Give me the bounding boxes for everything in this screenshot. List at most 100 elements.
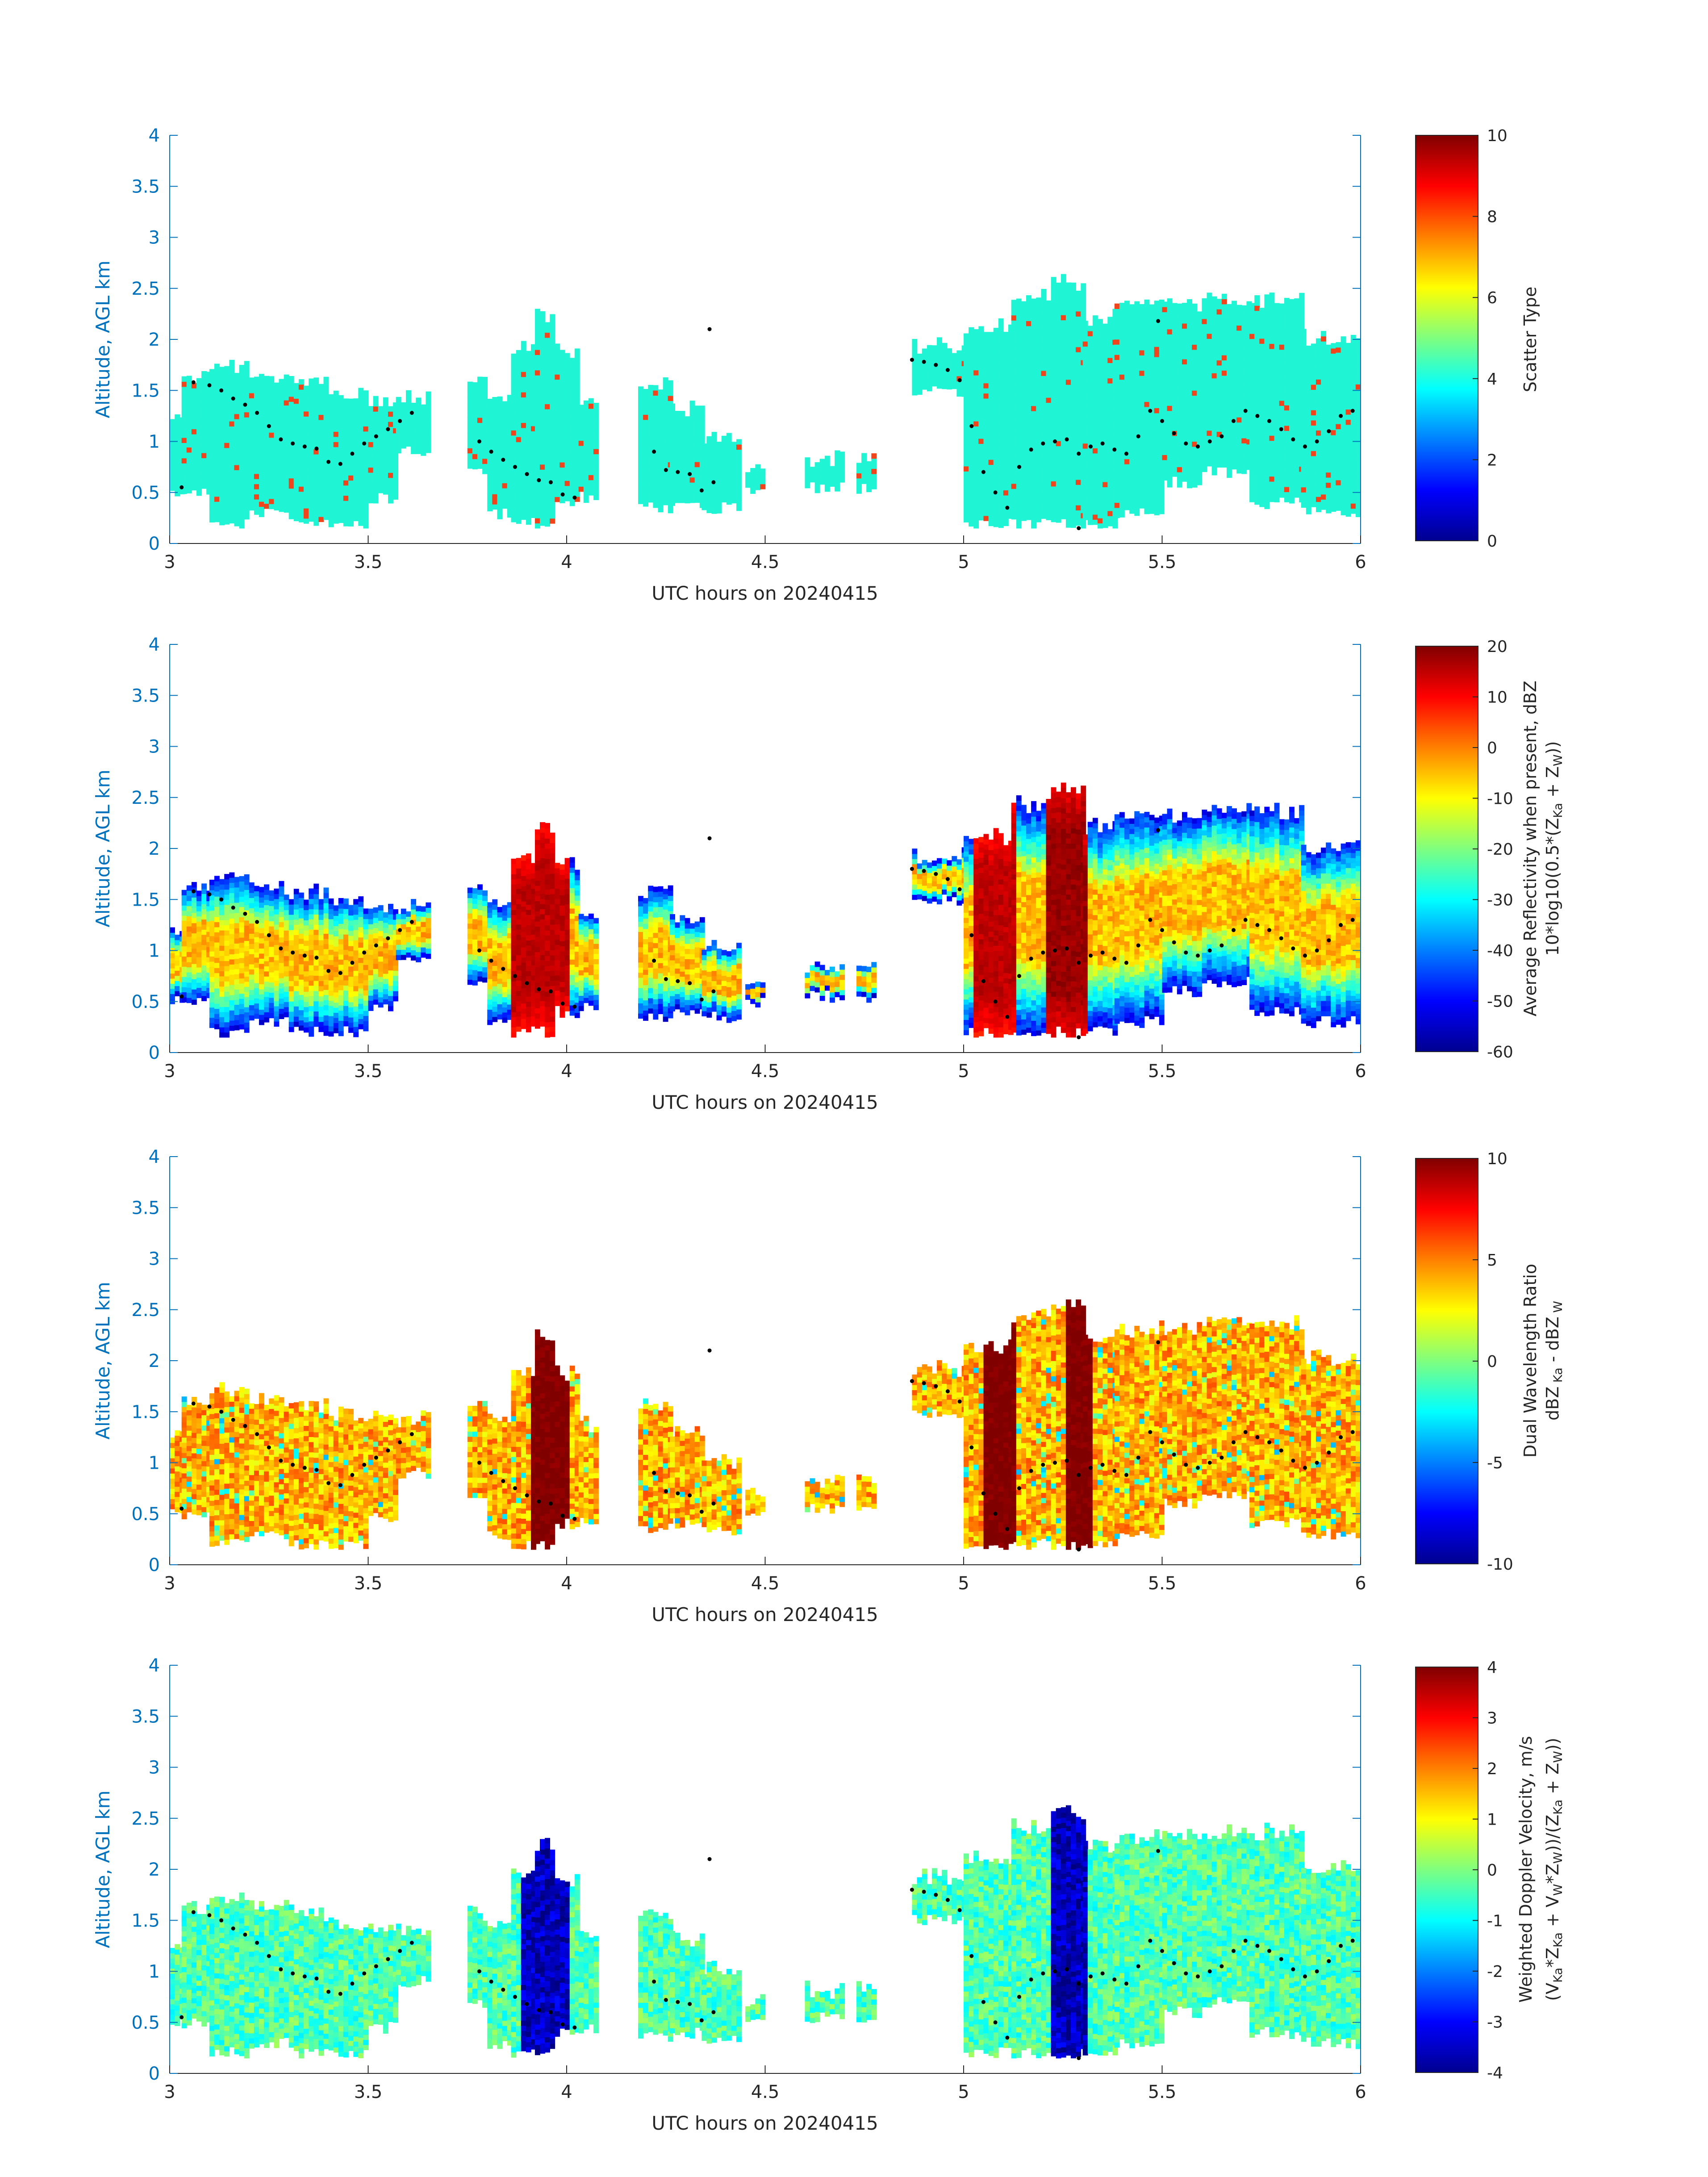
heatmap-cell xyxy=(1102,384,1108,390)
heatmap-cell xyxy=(219,520,225,526)
heatmap-cell xyxy=(206,397,212,403)
heatmap-cell xyxy=(861,453,867,459)
heatmap-cell xyxy=(531,380,536,385)
heatmap-cell xyxy=(653,446,659,452)
heatmap-cell xyxy=(1051,491,1057,497)
heatmap-cell xyxy=(1087,494,1093,500)
heatmap-cell xyxy=(1139,503,1145,509)
heatmap-cell xyxy=(1167,344,1173,350)
heatmap-cell xyxy=(254,484,259,489)
heatmap-cell xyxy=(1232,331,1237,337)
heatmap-cell xyxy=(239,380,245,386)
heatmap-cell xyxy=(560,365,565,371)
heatmap-cell xyxy=(983,332,989,338)
heatmap-cell xyxy=(1124,316,1130,322)
heatmap-cell xyxy=(550,482,555,488)
heatmap-cell xyxy=(492,489,498,494)
heatmap-cell xyxy=(274,393,280,398)
heatmap-cell xyxy=(1036,471,1042,476)
heatmap-cell xyxy=(521,376,526,382)
heatmap-cell xyxy=(1192,405,1198,411)
heatmap-cell xyxy=(304,406,309,412)
heatmap-cell xyxy=(1192,390,1198,396)
heatmap-cell xyxy=(978,382,984,388)
heatmap-cell xyxy=(1026,453,1031,459)
heatmap-cell xyxy=(477,387,483,393)
heatmap-cell xyxy=(219,382,225,388)
heatmap-cell xyxy=(689,451,695,457)
heatmap-cell xyxy=(313,464,319,470)
heatmap-cell xyxy=(1149,503,1155,509)
heatmap-cell xyxy=(993,511,999,517)
heatmap-cell xyxy=(978,484,984,490)
heatmap-cell xyxy=(264,447,269,453)
heatmap-cell xyxy=(702,474,707,480)
heatmap-cell xyxy=(1036,445,1042,451)
heatmap-cell xyxy=(1011,376,1017,382)
heatmap-cell xyxy=(244,488,250,494)
heatmap-cell xyxy=(988,464,994,470)
heatmap-cell xyxy=(363,497,369,503)
heatmap-cell xyxy=(1119,313,1125,319)
heatmap-cell xyxy=(685,436,690,443)
heatmap-cell xyxy=(244,437,250,443)
heatmap-cell xyxy=(209,420,215,426)
heatmap-cell xyxy=(638,468,643,474)
heatmap-cell xyxy=(1107,332,1113,338)
heatmap-cell xyxy=(819,479,825,485)
heatmap-cell xyxy=(1192,344,1198,350)
heatmap-cell xyxy=(805,472,810,478)
heatmap-cell xyxy=(298,466,304,472)
heatmap-cell xyxy=(507,435,513,441)
heatmap-cell xyxy=(588,408,594,414)
heatmap-cell xyxy=(680,467,685,472)
heatmap-cell xyxy=(819,464,825,469)
heatmap-cell xyxy=(191,485,197,491)
heatmap-cell xyxy=(373,401,379,407)
heatmap-cell xyxy=(1246,413,1252,419)
heatmap-cell xyxy=(1011,340,1017,346)
heatmap-cell xyxy=(1216,334,1222,340)
heatmap-cell xyxy=(288,412,294,418)
heatmap-cell xyxy=(1076,439,1081,444)
heatmap-cell xyxy=(545,358,550,364)
heatmap-cell xyxy=(249,449,255,455)
heatmap-cell xyxy=(969,378,974,384)
heatmap-cell xyxy=(545,460,550,466)
heatmap-cell xyxy=(988,403,994,409)
heatmap-cell xyxy=(1076,489,1081,495)
heatmap-cell xyxy=(658,486,664,492)
heatmap-cell xyxy=(181,447,187,453)
heatmap-cell xyxy=(531,395,536,401)
heatmap-cell xyxy=(259,374,264,380)
heatmap-cell xyxy=(323,509,329,515)
heatmap-cell xyxy=(521,361,526,367)
heatmap-cell xyxy=(1107,510,1113,516)
heatmap-cell xyxy=(569,429,575,435)
heatmap-cell xyxy=(1249,456,1255,462)
heatmap-cell xyxy=(526,453,531,459)
heatmap-cell xyxy=(1016,456,1022,462)
heatmap-cell xyxy=(1046,433,1052,439)
heatmap-cell xyxy=(264,411,269,417)
heatmap-cell xyxy=(1139,330,1145,335)
heatmap-cell xyxy=(313,388,319,393)
heatmap-cell xyxy=(550,345,555,351)
heatmap-cell xyxy=(1187,437,1192,443)
heatmap-cell xyxy=(564,465,570,471)
heatmap-cell xyxy=(658,415,664,421)
heatmap-cell xyxy=(560,411,565,417)
heatmap-cell xyxy=(564,399,570,405)
heatmap-cell xyxy=(219,484,225,490)
heatmap-cell xyxy=(249,428,255,434)
heatmap-cell xyxy=(368,482,374,488)
heatmap-cell xyxy=(1016,329,1022,335)
heatmap-cell xyxy=(1102,472,1108,477)
heatmap-cell xyxy=(358,454,364,460)
heatmap-cell xyxy=(526,478,531,484)
heatmap-cell xyxy=(588,403,594,409)
heatmap-cell xyxy=(196,398,202,404)
heatmap-cell xyxy=(993,481,999,486)
heatmap-cell xyxy=(492,427,498,433)
heatmap-cell xyxy=(1011,310,1017,316)
